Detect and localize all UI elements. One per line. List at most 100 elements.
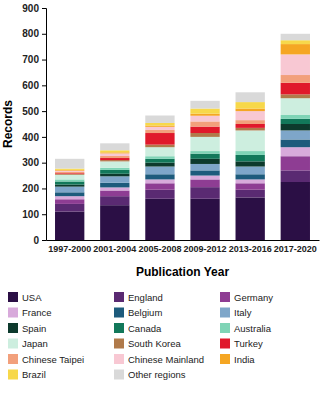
y-tick-label: 500 [22, 106, 39, 117]
bar-segment [236, 109, 265, 112]
legend-item: Germany [220, 292, 273, 303]
bar-segment [281, 156, 310, 170]
plot: 01002003004005006007008009001997-2000200… [22, 3, 319, 255]
series [55, 130, 310, 192]
bar-segment [281, 98, 310, 115]
bar-segment [55, 199, 84, 204]
bar-segment [281, 119, 310, 124]
series [55, 170, 310, 211]
legend-label: USA [22, 292, 42, 303]
y-tick-mark [42, 8, 46, 9]
legend-item: England [114, 292, 163, 303]
bar-segment [100, 156, 129, 158]
bar-segment [55, 159, 84, 169]
bar-segment [55, 185, 84, 187]
y-tick: 100 [22, 209, 46, 220]
bar-segment [281, 83, 310, 95]
bar-segment [236, 130, 265, 151]
legend-item: France [8, 307, 52, 318]
series [55, 34, 310, 169]
bar-segment [55, 169, 84, 171]
bar-segment [236, 102, 265, 108]
legend-swatch [220, 354, 230, 364]
bar-segment [236, 174, 265, 179]
y-tick-mark [42, 60, 46, 61]
bar-segment [100, 161, 129, 167]
bar-segment [190, 176, 219, 180]
bar-segment [190, 170, 219, 175]
y-tick-label: 700 [22, 54, 39, 65]
x-axis-title: Publication Year [136, 265, 229, 279]
legend-item: Spain [8, 323, 46, 334]
y-tick: 300 [22, 157, 46, 168]
bar-segment [281, 40, 310, 44]
legend-item: Other regions [114, 369, 186, 380]
legend-swatch [114, 354, 124, 364]
y-tick-mark [42, 111, 46, 112]
bar-segment [100, 158, 129, 160]
legend-swatch [114, 292, 124, 302]
legend-label: Spain [22, 323, 46, 334]
y-tick-label: 600 [22, 80, 39, 91]
bar-segment [190, 109, 219, 114]
bar-segment [190, 154, 219, 159]
x-axis: 1997-20002001-20042005-20082009-20122013… [47, 240, 320, 254]
legend-swatch [114, 339, 124, 349]
bar-segment [236, 167, 265, 175]
bar-segment [55, 192, 84, 196]
legend-item: Brazil [8, 369, 46, 380]
bar-segment [190, 114, 219, 116]
legend-label: France [22, 307, 52, 318]
bars [55, 34, 310, 240]
bar-segment [55, 175, 84, 180]
series [55, 147, 310, 199]
y-tick-label: 900 [22, 3, 39, 14]
legend-label: Canada [128, 323, 162, 334]
bar-segment [236, 92, 265, 102]
legend-label: England [128, 292, 163, 303]
bar-segment [190, 121, 219, 126]
x-tick: 2005-2008 [138, 240, 181, 254]
bar-segment [281, 124, 310, 130]
y-tick: 200 [22, 183, 46, 194]
bar-segment [236, 124, 265, 128]
legend-label: Turkey [234, 338, 263, 349]
y-tick-mark [42, 85, 46, 86]
bar-segment [100, 160, 129, 161]
series [55, 40, 310, 170]
bar-segment [190, 137, 219, 151]
legend-item: Chinese Taipei [8, 354, 84, 365]
y-tick-label: 300 [22, 157, 39, 168]
bar-segment [145, 147, 174, 156]
bar-segment [55, 187, 84, 193]
bar-segment [145, 174, 174, 179]
bar-segment [145, 179, 174, 183]
legend: USAEnglandGermanyFranceBelgiumItalySpain… [8, 292, 273, 381]
legend-swatch [114, 308, 124, 318]
bar-segment [100, 187, 129, 190]
x-tick-label: 2013-2016 [229, 244, 272, 254]
bar-segment [100, 196, 129, 205]
x-tick: 2001-2004 [93, 240, 136, 254]
bar-segment [236, 120, 265, 124]
bar-segment [100, 168, 129, 170]
bar-segment [190, 101, 219, 109]
bar-segment [281, 170, 310, 182]
bar-segment [281, 54, 310, 75]
chart: 01002003004005006007008009001997-2000200… [0, 0, 325, 400]
legend-swatch [114, 323, 124, 333]
bar-segment [190, 199, 219, 240]
legend-swatch [8, 323, 18, 333]
bar-segment [55, 172, 84, 173]
bar-segment [55, 174, 84, 176]
y-tick-mark [42, 240, 46, 241]
bar-segment [145, 190, 174, 199]
legend-item: Japan [8, 338, 48, 349]
legend-swatch [114, 370, 124, 380]
bar-segment [190, 116, 219, 122]
bar-segment [100, 153, 129, 156]
bar-segment [190, 151, 219, 154]
legend-label: Belgium [128, 307, 162, 318]
bar-segment [100, 205, 129, 240]
y-axis: 0100200300400500600700800900 [22, 3, 46, 246]
